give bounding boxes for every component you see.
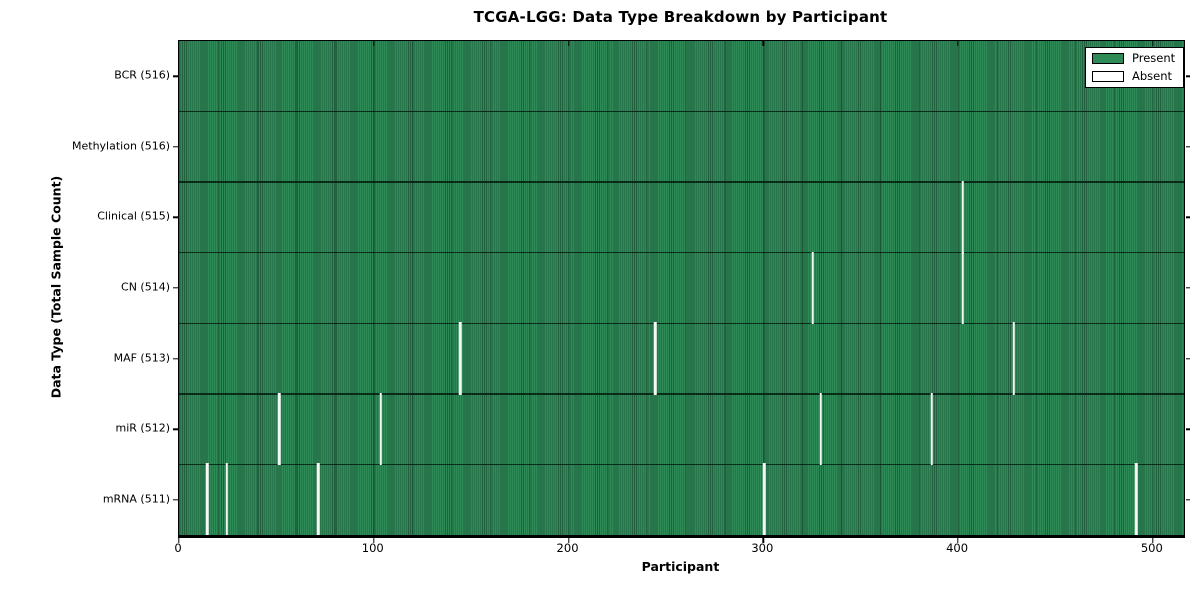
- row-boundary: [179, 463, 1184, 466]
- row-label: CN (514): [121, 280, 170, 294]
- y-tick-left: [173, 75, 178, 77]
- absent-gap: [379, 392, 382, 466]
- present-swatch: [1092, 53, 1124, 65]
- row-label: MAF (513): [113, 351, 170, 365]
- row-label: Clinical (515): [97, 209, 170, 223]
- y-tick-left: [173, 146, 178, 148]
- y-tick-right: [1185, 428, 1190, 430]
- absent-gap: [317, 463, 320, 535]
- absent-swatch: [1092, 70, 1124, 82]
- x-tick-top: [1152, 41, 1154, 46]
- absent-gap: [819, 392, 822, 466]
- y-tick-left: [173, 357, 178, 360]
- row-boundary: [179, 181, 1184, 183]
- x-tick-top: [373, 41, 375, 46]
- absent-gap: [459, 322, 462, 395]
- row-label: mRNA (511): [102, 492, 170, 506]
- x-tick-top: [762, 41, 764, 46]
- row-label: miR (512): [115, 421, 171, 435]
- absent-gap: [763, 463, 766, 535]
- x-axis-label: Participant: [641, 559, 720, 574]
- x-tick-label: 0: [174, 541, 182, 555]
- absent-gap: [225, 463, 228, 535]
- chart-title: TCGA-LGG: Data Type Breakdown by Partici…: [473, 8, 888, 26]
- x-tick: [567, 538, 570, 543]
- y-tick-left: [173, 287, 178, 289]
- row-label: Methylation (516): [72, 139, 170, 153]
- absent-gap: [1012, 322, 1015, 395]
- absent-gap: [653, 322, 657, 395]
- y-tick-right: [1185, 216, 1190, 219]
- absent-gap: [930, 392, 934, 466]
- row-label: BCR (516): [114, 68, 170, 82]
- row-boundary: [179, 393, 1184, 395]
- plot-area: [173, 40, 1190, 543]
- y-tick-right: [1185, 357, 1190, 360]
- legend-label-present: Present: [1132, 51, 1176, 65]
- x-tick-top: [957, 41, 959, 46]
- absent-gap: [961, 251, 965, 325]
- x-tick-label: 300: [751, 541, 774, 555]
- row-boundary: [179, 322, 1184, 325]
- absent-gap: [1135, 463, 1138, 535]
- x-tick: [762, 538, 764, 543]
- x-tick-label: 200: [556, 541, 579, 555]
- legend-entry-present: Present: [1092, 51, 1176, 65]
- y-tick-right: [1185, 499, 1190, 501]
- legend-entry-absent: Absent: [1092, 68, 1175, 83]
- legend: Present Absent: [1085, 47, 1185, 88]
- row-boundary: [179, 110, 1184, 113]
- y-tick-right: [1185, 75, 1190, 77]
- x-tick: [1152, 538, 1154, 543]
- y-tick-right: [1185, 287, 1190, 289]
- x-tick-label: 500: [1140, 541, 1163, 555]
- legend-label-absent: Absent: [1132, 68, 1173, 83]
- y-tick-left: [173, 499, 178, 501]
- absent-gap: [811, 251, 815, 325]
- y-tick-right: [1185, 146, 1190, 148]
- x-tick: [178, 538, 180, 543]
- x-tick: [373, 538, 375, 543]
- absent-gap: [278, 392, 281, 466]
- x-tick: [957, 538, 959, 543]
- x-tick-top: [567, 41, 570, 46]
- row-boundary: [179, 251, 1184, 254]
- absent-gap: [961, 181, 965, 254]
- x-tick-label: 100: [361, 541, 384, 555]
- x-tick-label: 400: [946, 541, 969, 555]
- y-tick-left: [173, 428, 178, 430]
- absent-gap: [205, 463, 209, 535]
- y-tick-left: [173, 216, 178, 219]
